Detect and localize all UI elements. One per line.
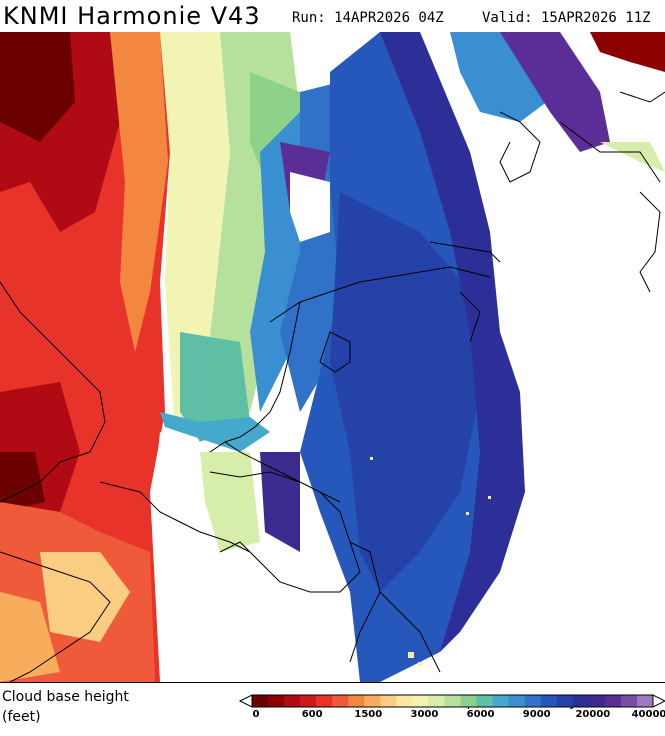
colorbar-swatch <box>556 695 574 707</box>
colorbar-swatch <box>492 695 510 707</box>
colorbar-tick-label: 9000 <box>523 709 551 720</box>
colorbar: 0 600 1500 3000 6000 9000 20000 40000 <box>238 694 665 720</box>
colorbar-swatch <box>444 695 462 707</box>
colorbar-swatch <box>284 695 301 707</box>
colorbar-swatch <box>524 695 542 707</box>
colorbar-swatch <box>476 695 494 707</box>
colorbar-swatch <box>412 695 429 707</box>
forecast-map[interactable]: Infoplaza / Wilfred Janssen <box>0 32 665 710</box>
colorbar-swatch <box>364 695 381 707</box>
colorbar-swatch <box>316 695 333 707</box>
colorbar-swatch <box>300 695 317 707</box>
colorbar-tick-label: 20000 <box>575 709 610 720</box>
map-header: KNMI Harmonie V43 Run: 14APR2026 04Z Val… <box>0 0 665 32</box>
colorbar-swatch <box>540 695 558 707</box>
colorbar-tick-label: 0 <box>253 709 260 720</box>
colorbar-swatch <box>268 695 285 707</box>
colorbar-swatch <box>620 695 638 707</box>
colorbar-swatch <box>348 695 365 707</box>
colorbar-swatch <box>572 695 590 707</box>
legend-title: Cloud base height (feet) <box>2 687 129 727</box>
colorbar-tick-label: 600 <box>302 709 323 720</box>
cloud-base-field <box>0 32 665 683</box>
colorbar-swatch <box>380 695 397 707</box>
colorbar-swatches <box>251 694 654 708</box>
colorbar-tick-label: 3000 <box>411 709 439 720</box>
colorbar-left-arrow <box>238 694 253 708</box>
legend-area: Cloud base height (feet) 0 600 1500 3000 600… <box>0 682 665 736</box>
legend-title-line2: (feet) <box>2 709 41 725</box>
colorbar-labels: 0 600 1500 3000 6000 9000 20000 40000 <box>253 709 665 720</box>
colorbar-right-arrow <box>652 694 665 708</box>
colorbar-swatch <box>332 695 349 707</box>
colorbar-tick-label: 1500 <box>354 709 382 720</box>
colorbar-tick-label: 6000 <box>467 709 495 720</box>
model-title: KNMI Harmonie V43 <box>3 2 261 30</box>
valid-time: Valid: 15APR2026 11Z <box>482 10 651 26</box>
colorbar-swatch <box>460 695 478 707</box>
colorbar-swatch <box>588 695 606 707</box>
run-time: Run: 14APR2026 04Z <box>292 10 444 26</box>
colorbar-tick-label: 40000 <box>632 709 665 720</box>
colorbar-swatch <box>396 695 413 707</box>
colorbar-swatch <box>604 695 622 707</box>
colorbar-swatch <box>636 695 654 707</box>
colorbar-swatch <box>508 695 526 707</box>
legend-title-line1: Cloud base height <box>2 689 129 705</box>
colorbar-swatch <box>428 695 445 707</box>
colorbar-swatch <box>252 695 269 707</box>
